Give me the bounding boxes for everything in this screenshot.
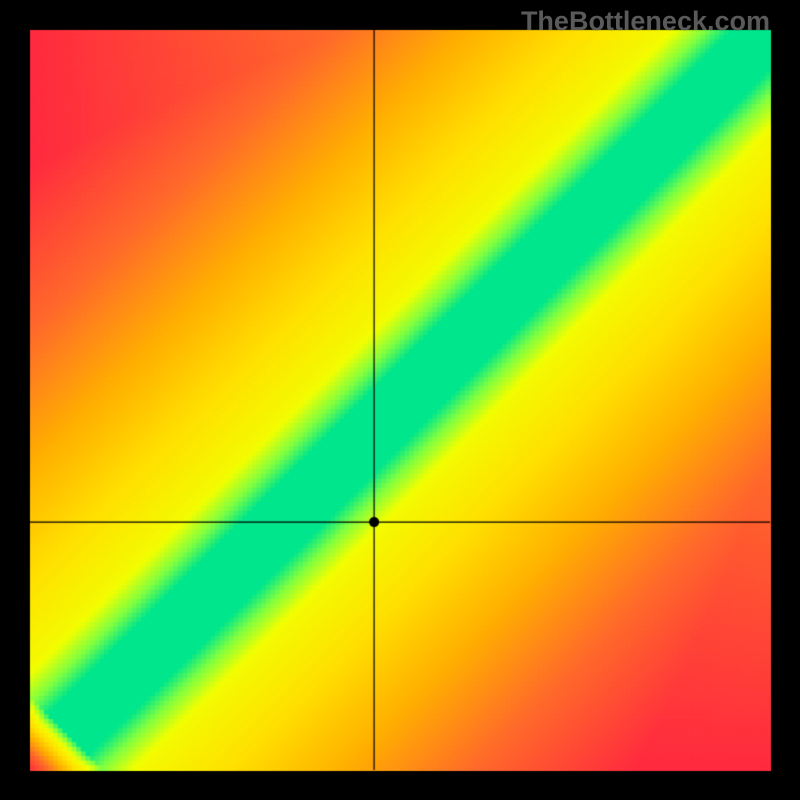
- watermark-text: TheBottleneck.com: [521, 6, 770, 37]
- bottleneck-heatmap: [0, 0, 800, 800]
